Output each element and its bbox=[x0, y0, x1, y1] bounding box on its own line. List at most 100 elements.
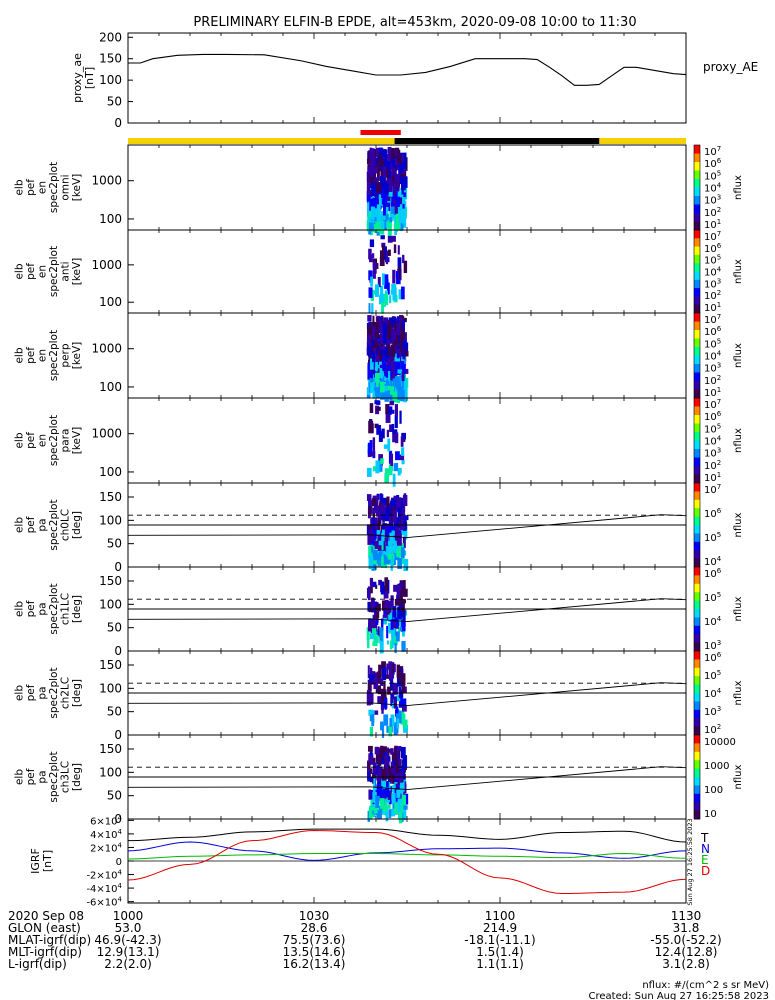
spectrogram-pixel bbox=[395, 518, 399, 527]
spectrogram-pixel bbox=[370, 674, 375, 681]
colorbar-segment bbox=[694, 432, 700, 435]
spectrogram-pixel bbox=[403, 794, 406, 804]
colorbar-segment bbox=[694, 747, 700, 751]
spectrogram-pixel bbox=[403, 588, 408, 597]
spectrogram-pixel bbox=[377, 776, 382, 791]
colorbar-segment bbox=[694, 290, 700, 293]
tick-exponent: 6 bbox=[717, 157, 722, 165]
spectrogram-pixel bbox=[372, 270, 376, 279]
spectrogram-pixel bbox=[400, 204, 405, 217]
colorbar-segment bbox=[694, 404, 700, 407]
spectrogram-pixel bbox=[398, 222, 402, 231]
tick-base: 10 bbox=[704, 641, 717, 652]
colorbar-segment bbox=[694, 749, 700, 753]
colorbar-segment bbox=[694, 366, 700, 369]
colorbar-label: nflux bbox=[733, 680, 744, 705]
proxy-ae-y-tick-label: 50 bbox=[107, 95, 122, 109]
spectrogram-pixel bbox=[374, 284, 380, 297]
spectrogram-pixel bbox=[374, 710, 379, 715]
spectrogram-pixel bbox=[377, 276, 381, 288]
spectrogram-pixel bbox=[392, 554, 397, 560]
time-axis-row-label: L-igrf(dip) bbox=[8, 957, 67, 971]
tick-base: 10 bbox=[704, 388, 717, 399]
tick-base: 10 bbox=[704, 461, 717, 472]
spectrogram-pixel bbox=[384, 755, 388, 769]
spectrogram-pixel bbox=[390, 344, 396, 351]
colorbar-segment bbox=[694, 389, 700, 393]
colorbar-segment bbox=[694, 581, 700, 585]
tick-exponent: 6 bbox=[717, 242, 722, 250]
tick-base: 10 bbox=[704, 617, 717, 628]
spectrogram-pixel bbox=[399, 772, 404, 783]
colorbar-segment bbox=[694, 777, 700, 780]
energy-panel-y-label-line: spec2plot bbox=[48, 330, 60, 381]
energy-panel-y-label-line: pef bbox=[25, 432, 37, 449]
pitch-angle-y-tick-label: 50 bbox=[107, 705, 122, 719]
spectrogram-pixel bbox=[384, 293, 389, 306]
spectrogram-pixel bbox=[391, 699, 394, 709]
colorbar-tick-label: 103 bbox=[704, 194, 721, 207]
tick-exponent: 3 bbox=[717, 194, 721, 202]
spectrogram-pixel bbox=[375, 523, 381, 531]
colorbar-segment bbox=[694, 737, 700, 740]
spectrogram-pixel bbox=[384, 202, 389, 210]
colorbar-segment bbox=[694, 319, 700, 322]
pitch-angle-panel-y-label-line: pef bbox=[25, 768, 37, 785]
colorbar-segment bbox=[694, 308, 700, 312]
colorbar-segment bbox=[694, 619, 700, 623]
spectrogram-pixel bbox=[385, 507, 390, 522]
spectrogram-pixel bbox=[382, 788, 387, 795]
colorbar-segment bbox=[694, 395, 700, 399]
spectrogram-pixel bbox=[381, 689, 387, 703]
colorbar-segment bbox=[694, 200, 700, 203]
colorbar-tick-label: 107 bbox=[704, 313, 721, 326]
energy-panel-y-label-line: [keV] bbox=[71, 174, 83, 202]
spectrogram-pixel bbox=[384, 279, 389, 289]
colorbar-segment bbox=[694, 802, 700, 805]
time-axis-value: 214.9 bbox=[483, 921, 517, 935]
pitch-angle-panel-y-label-line: elb bbox=[13, 517, 25, 533]
tick-exponent: 2 bbox=[717, 206, 721, 214]
tick-base: 10 bbox=[704, 220, 717, 231]
spectrogram-pixel bbox=[382, 746, 387, 753]
spectrogram-pixel bbox=[399, 389, 405, 401]
colorbar-tick-label: 100 bbox=[704, 785, 723, 796]
colorbar-segment bbox=[694, 223, 700, 227]
spectrogram-pixel bbox=[380, 390, 385, 400]
spectrogram-pixel bbox=[396, 497, 402, 508]
spectrogram-pixel bbox=[394, 376, 400, 388]
spectrogram-pixel bbox=[393, 182, 397, 196]
spectrogram-pixel bbox=[390, 380, 393, 389]
colorbar-tick-label: 104 bbox=[704, 687, 722, 700]
colorbar-segment bbox=[694, 275, 700, 279]
colorbar-segment bbox=[694, 789, 700, 793]
spectrogram-pixel bbox=[384, 537, 388, 542]
colorbar-segment bbox=[694, 772, 700, 776]
energy-panel-y-label: elb pef en spec2plot para [keV] bbox=[13, 415, 83, 466]
colorbar-segment bbox=[694, 355, 700, 359]
colorbar-segment bbox=[694, 560, 700, 564]
tick-exponent: 5 bbox=[717, 531, 721, 539]
spectrogram-pixel bbox=[369, 199, 373, 211]
time-axis-value: 28.6 bbox=[301, 921, 328, 935]
spectrogram-pixel bbox=[367, 202, 370, 217]
colorbar-tick-label: 103 bbox=[704, 362, 721, 375]
tick-base: 10 bbox=[704, 339, 717, 350]
colorbar-segment bbox=[694, 764, 700, 767]
spectrogram-pixel bbox=[401, 781, 405, 792]
spectrogram-pixel bbox=[375, 354, 380, 363]
time-axis-row-label: MLAT-igrf(dip) bbox=[8, 933, 91, 947]
spectrogram-pixel bbox=[403, 580, 406, 589]
spectrogram-pixel bbox=[369, 190, 373, 198]
energy-spectrogram-blob bbox=[366, 400, 406, 487]
energy-panel-y-label: elb pef en spec2plot anti [keV] bbox=[13, 246, 83, 297]
spectrogram-pixel bbox=[392, 682, 397, 695]
colorbar-segment bbox=[694, 718, 700, 721]
colorbar-segment bbox=[694, 168, 700, 171]
spectrogram-pixel bbox=[375, 360, 378, 372]
spectrogram-pixel bbox=[396, 545, 400, 551]
spectrogram-pixel bbox=[396, 695, 401, 702]
spectrogram-pixel bbox=[385, 781, 389, 788]
spectrogram-pixel bbox=[374, 208, 379, 218]
colorbar-segment bbox=[694, 412, 700, 416]
